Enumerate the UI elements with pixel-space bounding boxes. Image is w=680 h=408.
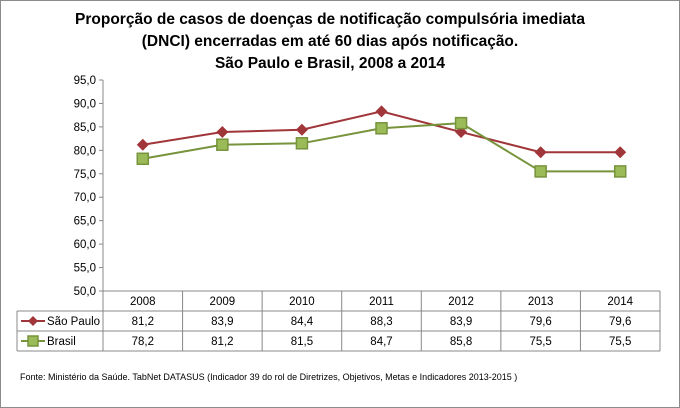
y-tick-label: 75,0 — [74, 169, 96, 181]
data-point-square — [534, 165, 547, 178]
x-category-label: 2009 — [210, 296, 236, 308]
x-category-label: 2014 — [607, 296, 633, 308]
data-point-square — [454, 116, 468, 130]
source-note: Fonte: Ministério da Saúde. TabNet DATAS… — [20, 372, 517, 382]
data-table-cell: 81,2 — [211, 336, 233, 348]
y-tick-label: 90,0 — [74, 98, 96, 110]
x-category-label: 2008 — [130, 296, 156, 308]
data-point-diamond — [136, 138, 149, 151]
data-point-diamond — [455, 126, 468, 139]
data-point-square — [216, 138, 229, 151]
chart-title-line: (DNCI) encerradas em até 60 dias após no… — [142, 33, 518, 50]
y-tick-label: 70,0 — [74, 192, 96, 204]
x-category-label: 2011 — [369, 296, 394, 308]
y-tick-label: 85,0 — [74, 122, 96, 134]
x-category-label: 2010 — [289, 296, 315, 308]
chart-title-line: São Paulo e Brasil, 2008 a 2014 — [215, 55, 445, 72]
data-table-cell: 83,9 — [450, 316, 472, 328]
data-point-square — [136, 152, 150, 166]
data-table-cell: 75,5 — [609, 336, 631, 348]
data-table-cell: 85,8 — [450, 336, 472, 348]
data-point-square — [295, 137, 309, 150]
data-table-cell: 88,3 — [370, 316, 392, 328]
y-tick-label: 60,0 — [74, 239, 96, 251]
legend-label: São Paulo — [47, 316, 100, 328]
y-tick-label: 50,0 — [74, 286, 96, 298]
data-table-cell: 79,6 — [529, 316, 551, 328]
data-point-diamond — [534, 146, 547, 159]
y-tick-label: 80,0 — [74, 145, 96, 157]
legend-square-marker — [27, 335, 39, 347]
data-table-cell: 84,4 — [291, 316, 314, 328]
legend-label: Brasil — [47, 336, 76, 348]
y-tick-label: 95,0 — [74, 75, 96, 87]
data-table-cell: 75,5 — [529, 336, 551, 348]
data-point-diamond — [375, 105, 388, 118]
data-point-diamond — [216, 126, 229, 139]
data-table-cell: 78,2 — [132, 336, 154, 348]
data-table-cell: 79,6 — [609, 316, 631, 328]
data-table-cell: 81,5 — [291, 336, 313, 348]
y-tick-label: 65,0 — [74, 216, 96, 228]
data-point-square — [375, 122, 388, 135]
data-table-cell: 81,2 — [132, 316, 154, 328]
y-tick-label: 55,0 — [74, 263, 96, 275]
x-category-label: 2013 — [528, 296, 554, 308]
data-table-cell: 84,7 — [370, 336, 392, 348]
data-table-cell: 83,9 — [211, 316, 233, 328]
data-point-square — [613, 165, 627, 178]
data-point-diamond — [295, 123, 308, 136]
chart-title-line: Proporção de casos de doenças de notific… — [75, 11, 585, 28]
legend-diamond-marker — [28, 316, 38, 326]
data-point-diamond — [614, 146, 627, 159]
x-category-label: 2012 — [448, 296, 474, 308]
